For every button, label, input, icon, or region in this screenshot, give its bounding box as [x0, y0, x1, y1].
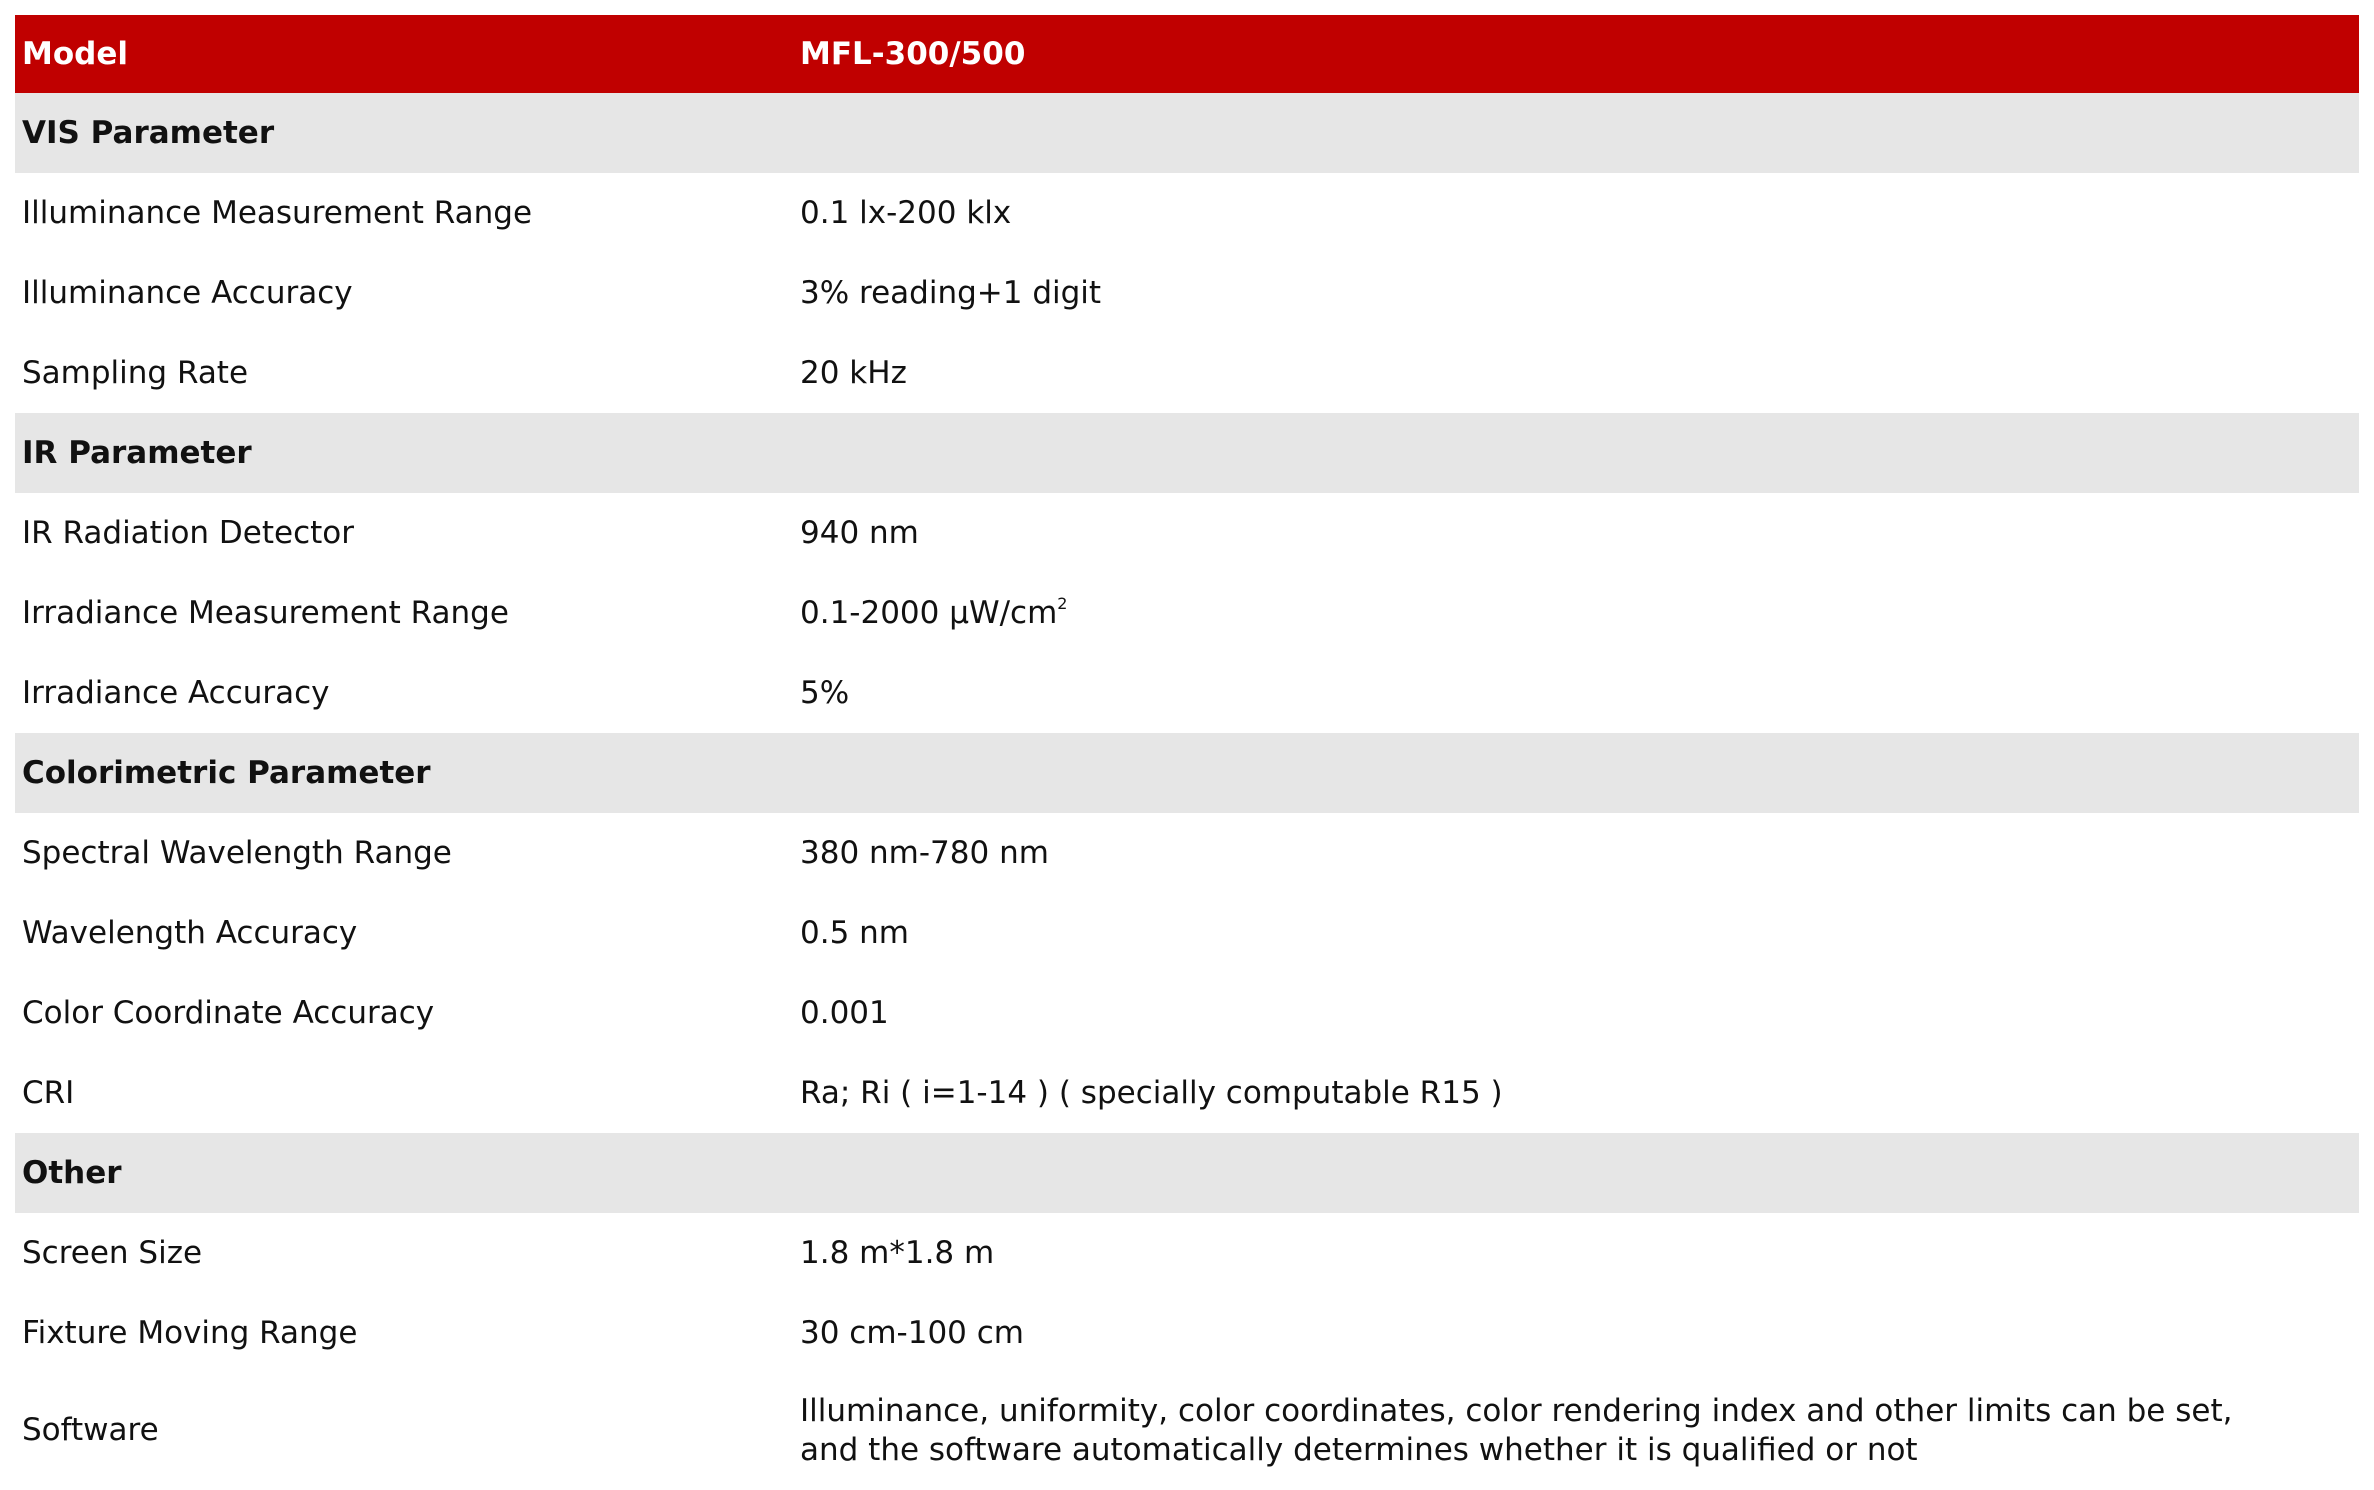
table-row: Irradiance Measurement Range 0.1-2000 μW/… [15, 573, 2359, 653]
row-value: 1.8 m*1.8 m [793, 1213, 2359, 1293]
table-row: Sampling Rate 20 kHz [15, 333, 2359, 413]
row-value: 0.1-2000 μW/cm2 [793, 573, 2359, 653]
row-label: Irradiance Measurement Range [22, 595, 509, 631]
table-row: Wavelength Accuracy 0.5 nm [15, 893, 2359, 973]
section-empty-cell [793, 1133, 2359, 1213]
row-value-text: 380 nm-780 nm [800, 835, 1049, 871]
section-empty-cell [793, 733, 2359, 813]
section-title: VIS Parameter [15, 93, 793, 173]
row-value-text: 940 nm [800, 515, 919, 551]
section-header-row: Colorimetric Parameter [15, 733, 2359, 813]
table-header-row: Model MFL-300/500 [15, 15, 2359, 93]
row-value: 0.001 [793, 973, 2359, 1053]
section-title: IR Parameter [15, 413, 793, 493]
row-value: 0.5 nm [793, 893, 2359, 973]
row-value-text: 1.8 m*1.8 m [800, 1235, 995, 1271]
row-label: Sampling Rate [22, 355, 249, 391]
row-value: 380 nm-780 nm [793, 813, 2359, 893]
section-header-row: Other [15, 1133, 2359, 1213]
row-value-text: 0.001 [800, 995, 889, 1031]
row-value-text: Illuminance, uniformity, color coordinat… [800, 1392, 2233, 1429]
row-value: 0.1 lx-200 klx [793, 173, 2359, 253]
row-value-text: 5% [800, 675, 850, 711]
table-row: Irradiance Accuracy 5% [15, 653, 2359, 733]
row-value-text: 0.1 lx-200 klx [800, 195, 1012, 231]
table-row: Spectral Wavelength Range 380 nm-780 nm [15, 813, 2359, 893]
header-model-value: MFL-300/500 [793, 15, 2359, 93]
row-value: Ra; Ri ( i=1-14 ) ( specially computable… [793, 1053, 2359, 1133]
row-value-text: 3% reading+1 digit [800, 275, 1102, 311]
row-label: Color Coordinate Accuracy [22, 995, 435, 1031]
section-empty-cell [793, 93, 2359, 173]
section-empty-cell [793, 413, 2359, 493]
table-row: IR Radiation Detector 940 nm [15, 493, 2359, 573]
row-value-text: Ra; Ri ( i=1-14 ) ( specially computable… [800, 1075, 1503, 1111]
spec-table: Model MFL-300/500 VIS Parameter Illuminan… [15, 15, 2359, 1488]
row-value: 20 kHz [793, 333, 2359, 413]
row-label: Illuminance Accuracy [22, 275, 353, 311]
row-label: Screen Size [22, 1235, 203, 1271]
row-label: Software [22, 1412, 159, 1448]
section-header-row: VIS Parameter [15, 93, 2359, 173]
table-row: Color Coordinate Accuracy 0.001 [15, 973, 2359, 1053]
row-value: 940 nm [793, 493, 2359, 573]
table-row: CRI Ra; Ri ( i=1-14 ) ( specially computa… [15, 1053, 2359, 1133]
row-value: 30 cm-100 cm [793, 1293, 2359, 1373]
row-label: IR Radiation Detector [22, 515, 354, 551]
row-value: Illuminance, uniformity, color coordinat… [793, 1373, 2359, 1488]
row-label: Wavelength Accuracy [22, 915, 358, 951]
row-label: Illuminance Measurement Range [22, 195, 533, 231]
row-value-text: 0.1-2000 μW/cm [800, 595, 1058, 631]
row-value-text: 20 kHz [800, 355, 907, 391]
section-title: Colorimetric Parameter [15, 733, 793, 813]
row-label: Irradiance Accuracy [22, 675, 330, 711]
section-header-row: IR Parameter [15, 413, 2359, 493]
row-value-text: 0.5 nm [800, 915, 909, 951]
table-row: Illuminance Measurement Range 0.1 lx-200 … [15, 173, 2359, 253]
row-value-text-line2: and the software automatically determine… [800, 1431, 1918, 1468]
row-label: Fixture Moving Range [22, 1315, 358, 1351]
table-row: Screen Size 1.8 m*1.8 m [15, 1213, 2359, 1293]
row-value: 3% reading+1 digit [793, 253, 2359, 333]
superscript: 2 [1057, 594, 1068, 613]
row-value: 5% [793, 653, 2359, 733]
row-label: Spectral Wavelength Range [22, 835, 452, 871]
header-label: Model [15, 15, 793, 93]
row-value-text: 30 cm-100 cm [800, 1315, 1024, 1351]
table-row: Fixture Moving Range 30 cm-100 cm [15, 1293, 2359, 1373]
row-label: CRI [22, 1075, 75, 1111]
table-row: Illuminance Accuracy 3% reading+1 digit [15, 253, 2359, 333]
table-row: Software Illuminance, uniformity, color c… [15, 1373, 2359, 1488]
section-title: Other [15, 1133, 793, 1213]
